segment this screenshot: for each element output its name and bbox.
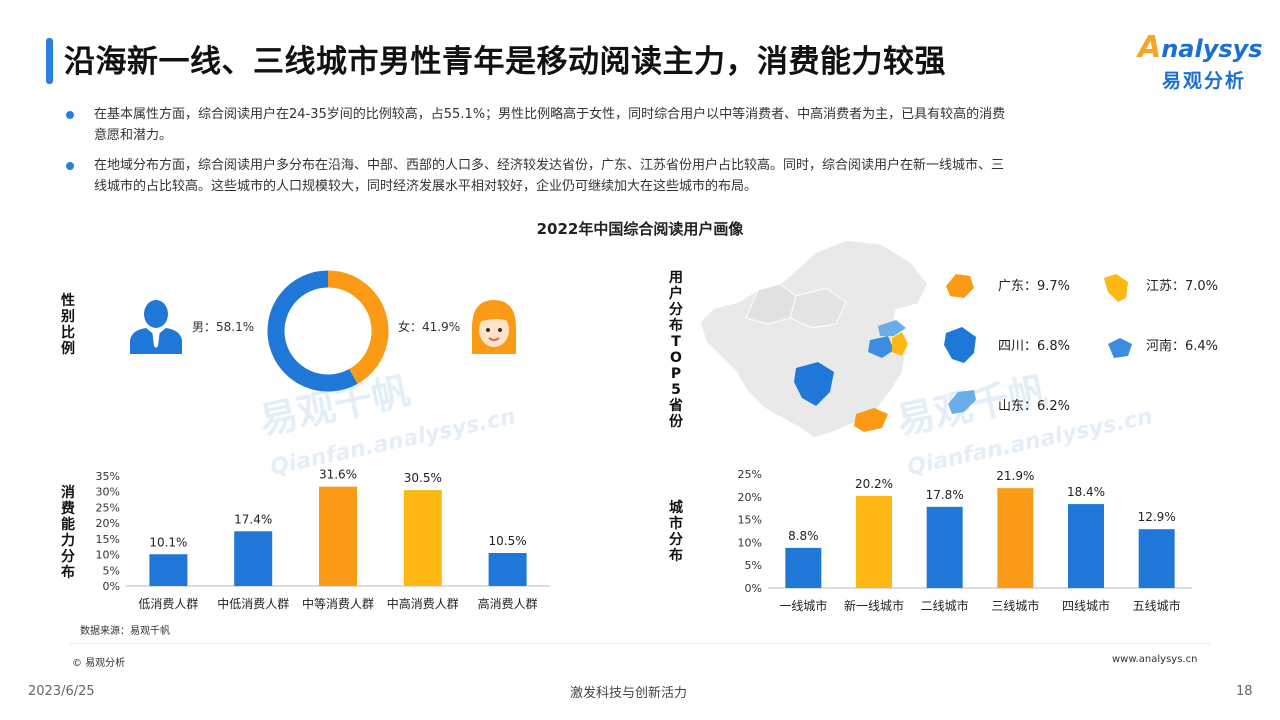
y-tick-label: 30% [96, 486, 120, 499]
x-tick-label: 低消费人群 [138, 597, 198, 611]
x-tick-label: 中低消费人群 [217, 596, 289, 611]
x-tick-label: 中高消费人群 [387, 596, 459, 611]
y-tick-label: 15% [96, 533, 120, 546]
male-avatar-icon [130, 300, 182, 354]
province-sichuan: 四川：6.8% [998, 339, 1071, 354]
footer-divider [70, 643, 1210, 644]
province-guangdong: 广东：9.7% [998, 279, 1071, 294]
section-label-city: 城市分布 [669, 500, 683, 564]
y-tick-label: 15% [738, 514, 762, 527]
bullet-text-2: 在地域分布方面，综合阅读用户多分布在沿海、中部、西部的人口多、经济较发达省份，广… [94, 158, 1005, 194]
bullet-dot [66, 162, 74, 170]
x-tick-label: 一线城市 [779, 598, 827, 613]
x-tick-label: 二线城市 [921, 598, 969, 613]
y-tick-label: 20% [96, 517, 120, 530]
bar [785, 547, 822, 588]
x-tick-label: 三线城市 [991, 598, 1039, 613]
page-number: 18 [1236, 684, 1253, 699]
donut-slice-female [327, 270, 389, 384]
gender-donut-chart [267, 270, 389, 392]
chart-main-title: 2022年中国综合阅读用户画像 [536, 220, 744, 238]
bar-value-label: 30.5% [404, 471, 442, 485]
shandong-icon [948, 390, 976, 414]
bar-value-label: 20.2% [855, 477, 893, 491]
province-jiangsu: 江苏：7.0% [1146, 279, 1219, 294]
y-tick-label: 0% [745, 582, 762, 595]
gender-label-female: 女：41.9% [398, 320, 461, 334]
consumption-bar-chart: 0% 5% 10% 15% 20% 25% 30% 35% 10.1% 低消费人群 17.4% 中低消… [96, 468, 550, 611]
jiangsu-icon [1104, 274, 1128, 302]
female-avatar-icon [472, 300, 516, 354]
title-accent-bar [46, 38, 53, 84]
sichuan-icon [944, 327, 976, 363]
bar-value-label: 17.4% [234, 512, 272, 526]
y-tick-label: 20% [738, 491, 762, 504]
x-tick-label: 四线城市 [1062, 598, 1110, 613]
henan-icon [1108, 338, 1132, 358]
bar-value-label: 10.5% [489, 534, 527, 548]
china-map [699, 239, 929, 439]
bullet-dot [66, 111, 74, 119]
bar [1138, 529, 1175, 588]
footer-copyright: © 易观分析 [72, 658, 126, 669]
page-title: 沿海新一线、三线城市男性青年是移动阅读主力，消费能力较强 [64, 44, 946, 80]
bullet-text-1: 在基本属性方面，综合阅读用户在24-35岁间的比例较高，占55.1%；男性比例略… [94, 107, 1006, 143]
bar [997, 488, 1034, 588]
bar-value-label: 21.9% [996, 469, 1034, 483]
x-tick-label: 高消费人群 [478, 596, 538, 611]
gender-label-male: 男：58.1% [192, 320, 255, 334]
henan-region [868, 336, 894, 358]
x-tick-label: 新一线城市 [844, 598, 904, 613]
y-tick-label: 35% [96, 470, 120, 483]
bar-value-label: 10.1% [149, 535, 187, 549]
bar [319, 486, 357, 586]
x-tick-label: 中等消费人群 [302, 596, 374, 611]
bar [234, 531, 273, 586]
y-tick-label: 25% [96, 501, 120, 514]
bar [926, 506, 963, 588]
section-label-province: 用户分布TOP 5省份 [669, 270, 683, 430]
bar-value-label: 31.6% [319, 468, 357, 482]
section-label-gender: 性别比例 [61, 293, 75, 357]
donut-slice-male [267, 270, 358, 392]
province-henan: 河南：6.4% [1146, 339, 1219, 354]
y-tick-label: 10% [738, 536, 762, 549]
sichuan-region [794, 362, 834, 406]
section-label-consumption: 消费能力分布 [61, 485, 75, 581]
bar-value-label: 17.8% [926, 488, 964, 502]
y-tick-label: 0% [103, 580, 120, 593]
logo-cn-text: 易观分析 [1162, 70, 1247, 92]
bar [856, 495, 892, 588]
y-tick-label: 5% [103, 564, 120, 577]
bar [488, 553, 527, 586]
x-tick-label: 五线城市 [1133, 598, 1181, 613]
y-tick-label: 10% [96, 549, 120, 562]
bar-value-label: 18.4% [1067, 485, 1105, 499]
bar [149, 554, 188, 586]
bar-value-label: 8.8% [788, 529, 819, 543]
bar [403, 490, 442, 586]
guangdong-region [854, 408, 888, 432]
footer-date: 2023/6/25 [28, 684, 95, 699]
analysys-logo: Analysys [1138, 30, 1263, 65]
y-tick-label: 25% [738, 468, 762, 481]
bar [1068, 504, 1104, 588]
data-source: 数据来源：易观千帆 [80, 626, 170, 637]
city-bar-chart: 0% 5% 10% 15% 20% 25% 8.8% 一线城市 20.2% 新一线城市 17.8% 二… [738, 468, 1192, 613]
y-tick-label: 5% [745, 559, 762, 572]
shandong-region [878, 320, 906, 336]
bar-value-label: 12.9% [1138, 510, 1176, 524]
footer-url: www.analysys.cn [1112, 654, 1198, 665]
jiangsu-region [892, 332, 908, 356]
footer-slogan: 激发科技与创新活力 [570, 686, 688, 701]
province-shandong: 山东：6.2% [998, 399, 1071, 414]
guangdong-icon [946, 274, 974, 298]
